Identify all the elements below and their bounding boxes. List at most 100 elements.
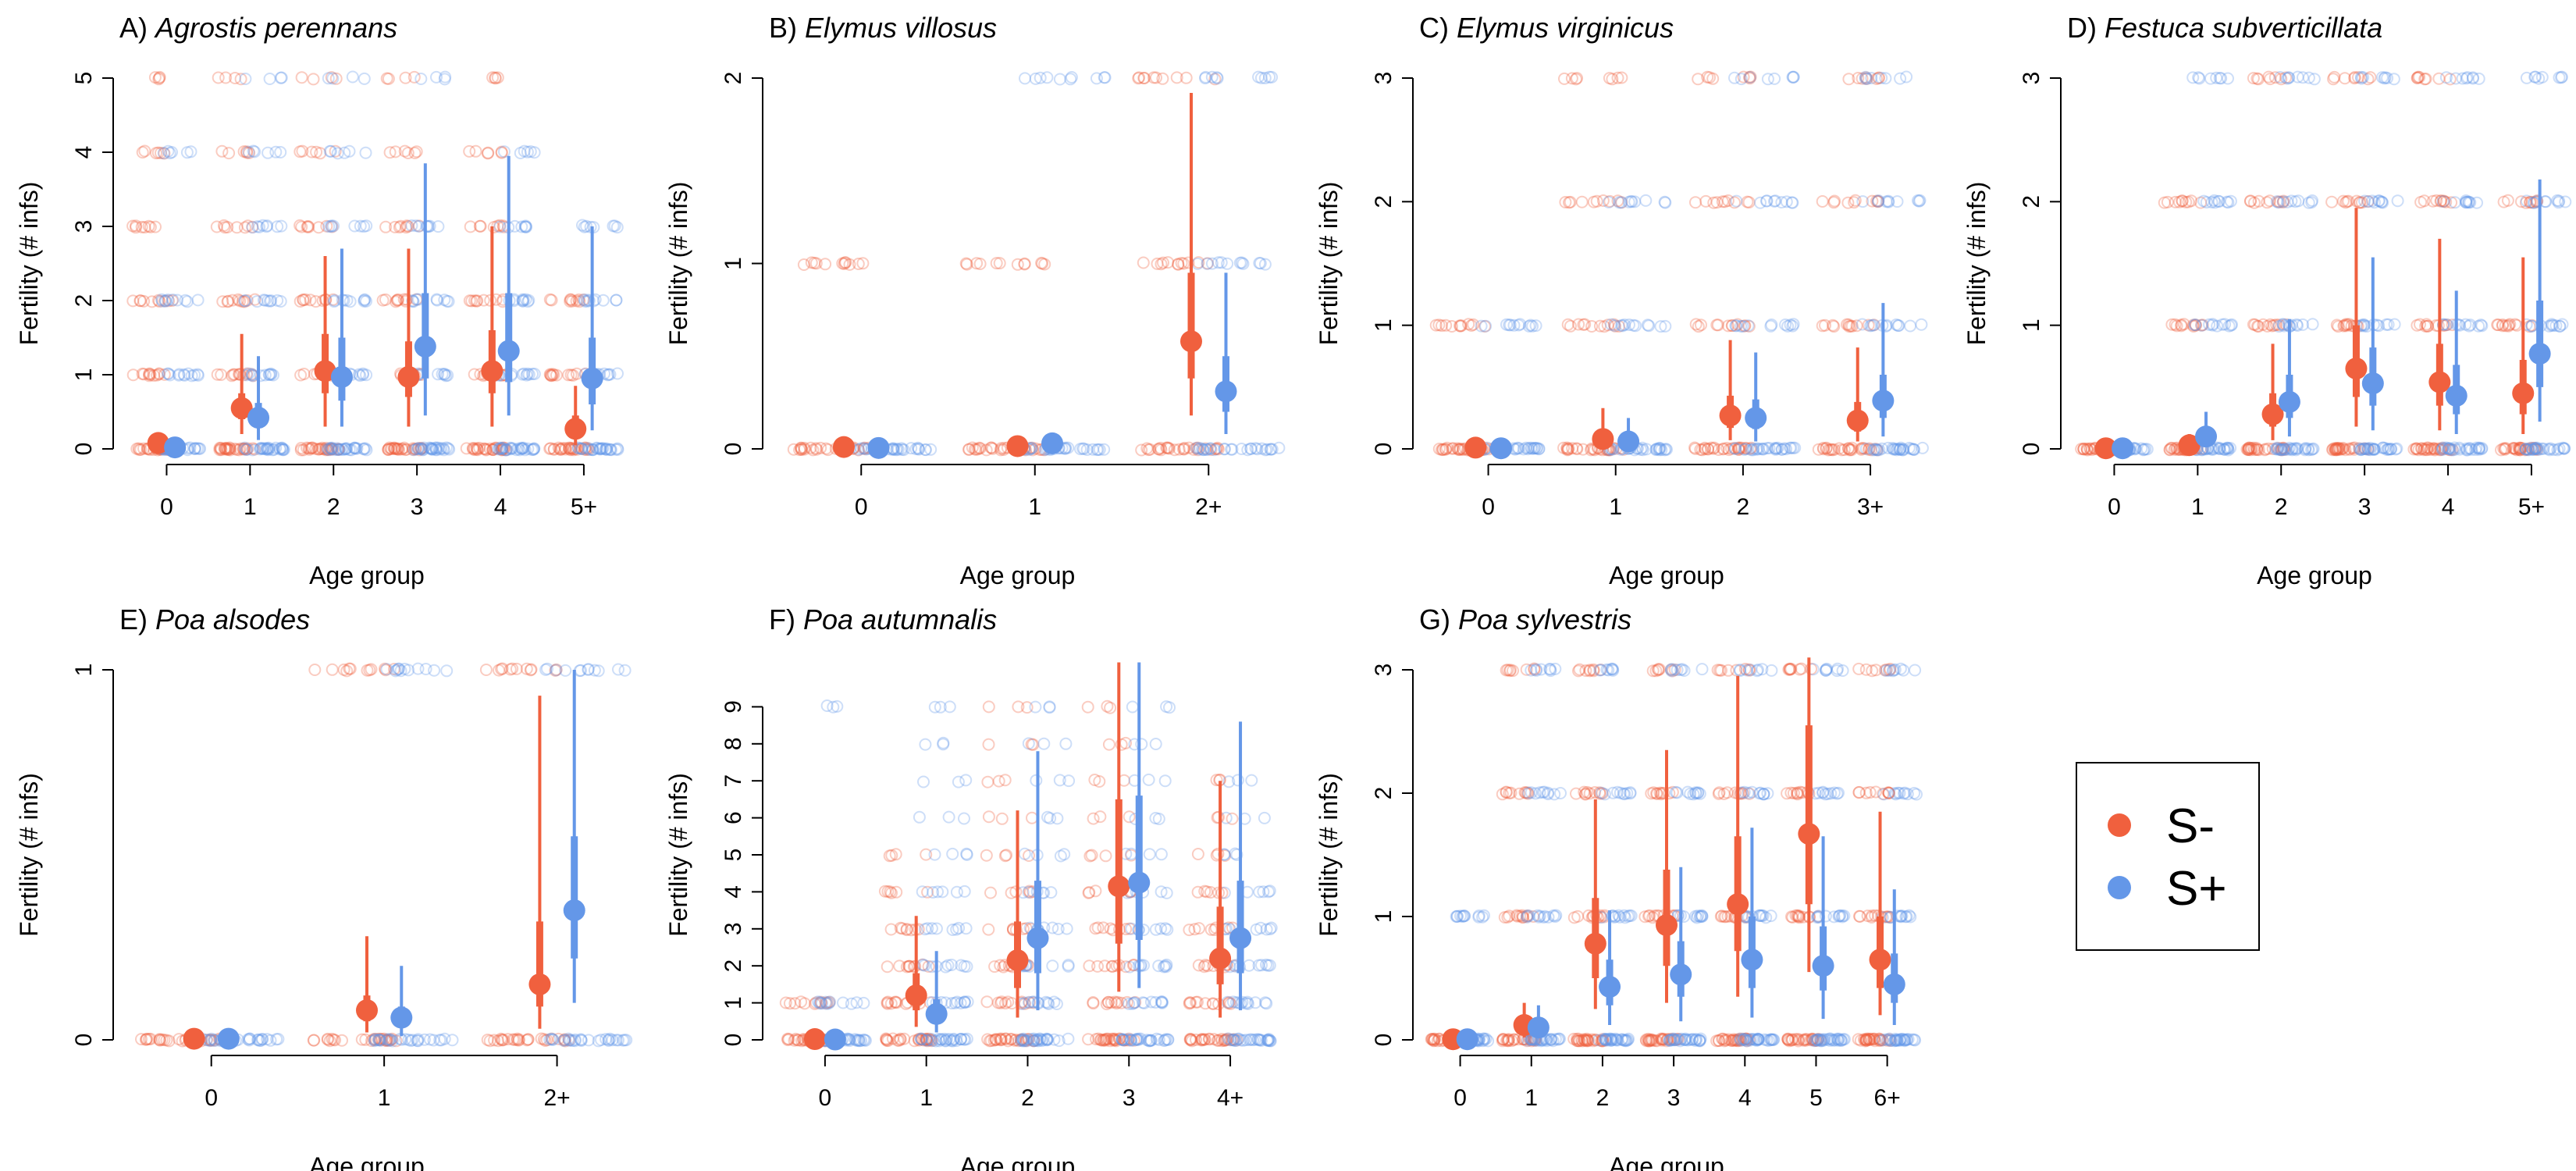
observation-point [323,144,336,158]
observation-point [2302,196,2315,209]
observation-point [1170,71,1183,84]
observation-point [432,441,445,454]
observation-point [2216,318,2229,331]
observation-point [261,443,273,456]
observation-point [545,294,558,307]
observation-point [215,368,228,381]
observation-point [325,442,338,455]
observation-point [2242,441,2255,454]
observation-point [1560,443,1574,456]
observation-point [1201,257,1214,270]
observation-point [408,147,422,159]
estimate-point [2278,390,2300,413]
x-tick-label: 1 [1609,494,1622,520]
observation-point [219,71,233,84]
observation-point [297,294,310,307]
observation-point [610,221,624,234]
observation-point [1816,441,1830,454]
observation-point [608,219,621,233]
observation-point [2414,318,2426,331]
observation-point [1708,441,1720,454]
observation-point [1235,443,1248,455]
observation-point [223,442,237,455]
observation-point [2472,72,2485,85]
observation-point [515,220,528,233]
x-tick-label: 1 [244,494,257,520]
observation-point [489,441,503,454]
observation-point [302,220,315,233]
estimate-point [147,432,169,454]
observation-point [2514,442,2527,454]
y-tick-label: 8 [720,737,746,750]
observation-point [2275,443,2288,457]
observation-point [1011,258,1024,271]
observation-point [315,441,329,454]
observation-point [142,219,155,233]
observation-point [513,443,526,457]
observation-point [962,443,975,456]
observation-point [276,441,289,454]
observation-point [1740,442,1753,455]
observation-point [1158,774,1172,788]
x-tick-label: 1 [378,1085,391,1111]
observation-point [1607,318,1621,331]
observation-point [151,146,165,159]
observation-point [2385,443,2397,456]
observation-point [1856,195,1870,208]
observation-point [1210,71,1223,84]
observation-point [407,443,421,457]
estimate-point [1670,963,1692,986]
observation-point [145,295,158,308]
observation-point [295,71,308,84]
observation-point [1613,196,1626,209]
observation-point [1026,811,1038,824]
observation-point [1527,442,1540,455]
observation-point [1191,848,1204,860]
observation-point [1204,442,1216,455]
observation-point [2182,195,2195,208]
observation-point [1036,257,1049,270]
observation-point [854,442,867,455]
observation-point [2291,319,2304,332]
observation-point [439,441,453,454]
observation-point [1157,256,1169,269]
observation-point [2301,442,2314,455]
observation-point [274,71,287,84]
observation-point [1244,442,1258,455]
observation-point [306,441,319,454]
observation-point [2340,319,2354,331]
observation-point [1018,258,1031,271]
observation-point [1176,443,1190,456]
observation-point [1133,71,1146,84]
observation-point [1912,194,1924,207]
estimate-point [824,1028,846,1051]
observation-point [354,219,367,233]
observation-point [982,700,995,714]
observation-point [498,145,511,158]
observation-point [2177,318,2190,331]
observation-point [394,219,407,233]
observation-point [226,294,239,307]
observation-point [258,442,271,455]
observation-point [173,368,186,382]
observation-point [354,369,367,383]
observation-point [611,443,624,456]
observation-point [135,220,148,233]
observation-point [544,368,557,382]
observation-point [2221,441,2234,454]
observation-point [489,72,502,85]
observation-point [1717,443,1730,456]
observation-point [2421,443,2434,456]
observation-point [216,295,229,308]
observation-point [2421,441,2435,454]
observation-point [2459,318,2472,331]
observation-point [1559,196,1572,208]
observation-point [382,443,395,456]
observation-point [602,368,615,381]
observation-point [2242,443,2255,456]
observation-point [1894,72,1907,85]
observation-point [593,443,607,456]
observation-point [2418,443,2431,455]
observation-point [343,443,356,457]
